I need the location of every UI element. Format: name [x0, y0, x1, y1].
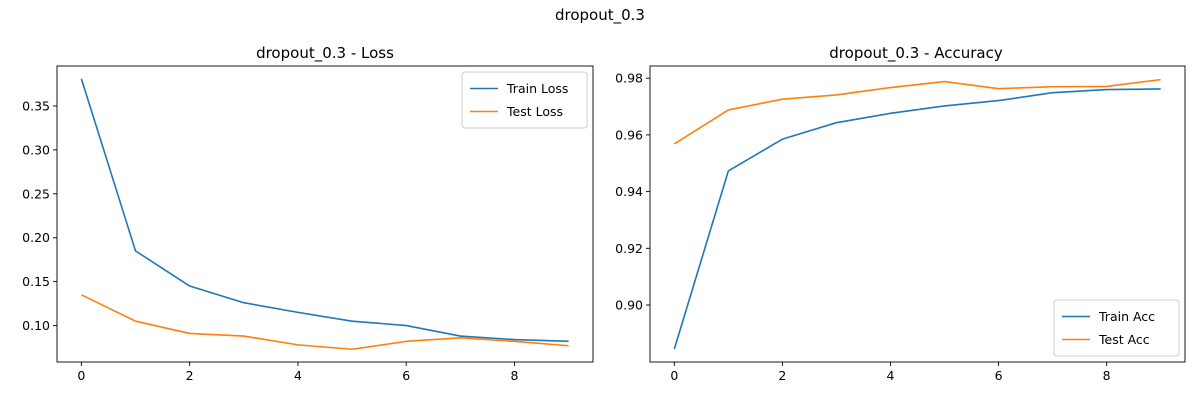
loss-series-layer: [80, 78, 569, 351]
accuracy-y-tick-label: 0.90: [615, 298, 643, 313]
loss-legend-label: Test Loss: [506, 104, 563, 119]
loss-legend-label: Train Loss: [506, 81, 568, 96]
loss-x-tick-label: 2: [186, 368, 194, 383]
accuracy-x-tick-label: 0: [670, 368, 678, 383]
accuracy-y-tick-label: 0.94: [615, 184, 643, 199]
loss-legend-box: [461, 71, 588, 129]
accuracy-chart: dropout_0.3 - Accuracy 0 2 4 6 8 0.90 0.92 0.94…: [615, 44, 1186, 383]
accuracy-series-line-1: [673, 78, 1161, 145]
loss-series-line-1: [81, 294, 569, 351]
accuracy-x-tick-label: 8: [1103, 368, 1111, 383]
loss-y-tick-label: 0.15: [22, 274, 50, 289]
accuracy-y-tick-label: 0.98: [615, 71, 643, 86]
loss-y-tick-label: 0.35: [22, 98, 50, 113]
loss-y-tick-label: 0.20: [22, 230, 50, 245]
loss-series-line-0: [80, 78, 569, 343]
loss-chart: dropout_0.3 - Loss 0 2 4 6 8 0.10 0.15 0.20 0.25…: [22, 44, 594, 383]
accuracy-y-tick-label: 0.96: [615, 127, 643, 142]
loss-y-tick-label: 0.25: [22, 186, 50, 201]
loss-legend: Train Loss Test Loss: [461, 71, 588, 129]
accuracy-series-line-0: [673, 88, 1161, 350]
accuracy-x-tick-label: 2: [778, 368, 786, 383]
loss-plot-frame: [56, 65, 594, 363]
loss-x-tick-label: 8: [511, 368, 519, 383]
loss-x-tick-label: 4: [294, 368, 302, 383]
accuracy-chart-title: dropout_0.3 - Accuracy: [829, 44, 1003, 63]
loss-y-tick-label: 0.30: [22, 142, 50, 157]
loss-chart-title: dropout_0.3 - Loss: [256, 44, 394, 63]
loss-x-tick-label: 0: [77, 368, 85, 383]
accuracy-y-tick-label: 0.92: [615, 241, 643, 256]
accuracy-legend: Train Acc Test Acc: [1053, 299, 1180, 357]
loss-y-tick-label: 0.10: [22, 318, 50, 333]
accuracy-legend-box: [1053, 299, 1180, 357]
accuracy-series-layer: [673, 78, 1161, 350]
loss-x-tick-label: 6: [402, 368, 410, 383]
figure-title: dropout_0.3: [555, 6, 645, 25]
accuracy-x-tick-label: 6: [995, 368, 1003, 383]
accuracy-plot-frame: [649, 65, 1186, 363]
accuracy-legend-label: Train Acc: [1098, 309, 1155, 324]
accuracy-legend-label: Test Acc: [1098, 332, 1150, 347]
accuracy-x-tick-label: 4: [887, 368, 895, 383]
